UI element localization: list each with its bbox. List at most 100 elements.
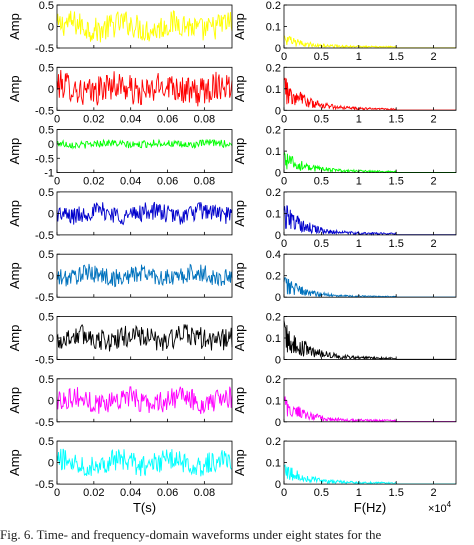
freq-xtick-label-4: 0: [281, 238, 287, 250]
freq-ytick-label-7: 0.2: [266, 374, 281, 386]
time-series-line-2: [56, 69, 233, 107]
spectrum-line-7: [283, 396, 456, 423]
time-ytick-label-4: 0.5: [39, 187, 54, 199]
time-ylabel-1: Amp: [7, 13, 22, 40]
time-xtick-label-2: 0.08: [194, 113, 215, 125]
time-xtick-label-2: 0.06: [157, 113, 178, 125]
figure-caption: Fig. 6. Time- and frequency-domain wavef…: [0, 527, 382, 542]
time-ylabel-5: Amp: [7, 262, 22, 289]
freq-xtick-label-3: 2: [431, 176, 437, 188]
time-ytick-label-8: 0: [48, 458, 54, 470]
freq-ytick-label-6: 0: [275, 355, 281, 367]
freq-ytick-label-1: 0.1: [266, 22, 281, 34]
time-ytick-label-7: 0: [48, 395, 54, 407]
time-xtick-label-8: 0: [54, 487, 60, 499]
freq-ytick-label-7: 0: [275, 417, 281, 429]
spectrum-line-1: [283, 35, 456, 49]
freq-xtick-label-2: 0: [281, 113, 287, 125]
freq-ylabel-1: Amp: [232, 13, 247, 40]
time-ytick-label-1: 0.5: [39, 0, 54, 12]
freq-xtick-label-3: 1: [356, 176, 362, 188]
time-xtick-label-2: 0: [54, 113, 60, 125]
time-ytick-label-4: -0.5: [35, 230, 54, 242]
freq-axes-3: [283, 129, 457, 174]
freq-xtick-label-3: 0: [281, 176, 287, 188]
time-ytick-label-1: 0: [48, 22, 54, 34]
time-ytick-label-4: 0: [48, 208, 54, 220]
time-series-line-7: [56, 386, 233, 415]
time-ylabel-6: Amp: [7, 325, 22, 352]
freq-ytick-label-6: 0.1: [266, 333, 281, 345]
time-xtick-label-3: 0.04: [120, 176, 141, 188]
freq-axes-7: [283, 378, 457, 423]
freq-ytick-label-2: 0.2: [266, 62, 281, 74]
freq-ylabel-2: Amp: [232, 75, 247, 102]
freq-ytick-label-1: 0.2: [266, 0, 281, 12]
freq-xtick-label-8: 0.5: [314, 487, 329, 499]
freq-ytick-label-5: 0.4: [266, 249, 281, 261]
time-ytick-label-3: -1: [44, 168, 54, 180]
freq-xtick-label-3: 0.5: [314, 176, 329, 188]
time-xtick-label-3: 0.02: [83, 176, 104, 188]
freq-xtick-label-1: 1: [356, 51, 362, 63]
time-series-line-8: [56, 448, 233, 477]
freq-ylabel-8: Amp: [232, 449, 247, 476]
time-ytick-label-8: -0.5: [35, 479, 54, 491]
time-xtick-label-8: 0.04: [120, 487, 141, 499]
time-series-line-6: [56, 323, 233, 352]
freq-xtick-label-8: 2: [431, 487, 437, 499]
time-xtick-label-2: 0.04: [120, 113, 141, 125]
time-ytick-label-5: 0.5: [39, 249, 54, 261]
time-ytick-label-5: 0: [48, 271, 54, 283]
time-ytick-label-2: 0: [48, 84, 54, 96]
time-xtick-label-3: 0.06: [157, 176, 178, 188]
freq-xlabel: F(Hz): [354, 500, 387, 515]
time-axes-1: [56, 4, 233, 49]
time-ytick-label-1: -0.5: [35, 43, 54, 55]
freq-ytick-label-5: 0.2: [266, 271, 281, 283]
freq-xtick-label-8: 1.5: [389, 487, 404, 499]
time-ytick-label-6: 0.5: [39, 312, 54, 324]
time-xtick-label-8: 0.08: [194, 487, 215, 499]
freq-xtick-label-2: 1.5: [389, 113, 404, 125]
time-series-line-3: [56, 138, 233, 150]
time-series-line-4: [56, 201, 233, 226]
spectrum-line-8: [283, 464, 456, 485]
freq-ytick-label-7: 0.1: [266, 395, 281, 407]
freq-ytick-label-4: 0.2: [266, 187, 281, 199]
time-ytick-label-6: -0.5: [35, 355, 54, 367]
time-ytick-label-5: -0.5: [35, 292, 54, 304]
spectrum-line-5: [283, 277, 456, 298]
freq-ylabel-5: Amp: [232, 262, 247, 289]
time-ytick-label-3: -0.5: [35, 153, 54, 165]
freq-xtick-label-1: 2: [431, 51, 437, 63]
freq-xtick-label-8: 0: [281, 487, 287, 499]
time-series-line-1: [56, 10, 233, 43]
freq-ytick-label-3: 0.1: [266, 146, 281, 158]
time-ylabel-4: Amp: [7, 200, 22, 227]
freq-ylabel-3: Amp: [232, 138, 247, 165]
spectrum-line-2: [283, 77, 456, 112]
freq-xtick-label-4: 1.5: [389, 238, 404, 250]
spectrum-line-6: [283, 320, 456, 361]
time-series-line-5: [56, 263, 233, 288]
time-xtick-label-8: 0.06: [157, 487, 178, 499]
freq-xtick-label-4: 1: [356, 238, 362, 250]
freq-xtick-label-3: 1.5: [389, 176, 404, 188]
time-ytick-label-8: 0.5: [39, 436, 54, 448]
freq-axes-1: [283, 4, 457, 49]
freq-ytick-label-4: 0: [275, 230, 281, 242]
time-xtick-label-2: 0.02: [83, 113, 104, 125]
freq-axes-8: [283, 440, 457, 485]
freq-ytick-label-3: 0.2: [266, 125, 281, 137]
spectrum-line-3: [283, 151, 456, 174]
freq-xtick-label-1: 0: [281, 51, 287, 63]
freq-ytick-label-8: 0: [275, 479, 281, 491]
time-axes-3: [56, 129, 233, 174]
time-ytick-label-3: 0.5: [39, 125, 54, 137]
freq-xtick-label-8: 1: [356, 487, 362, 499]
time-xtick-label-3: 0.08: [194, 176, 215, 188]
spectrum-line-4: [283, 205, 456, 236]
freq-xtick-label-2: 1: [356, 113, 362, 125]
freq-xtick-label-1: 1.5: [389, 51, 404, 63]
